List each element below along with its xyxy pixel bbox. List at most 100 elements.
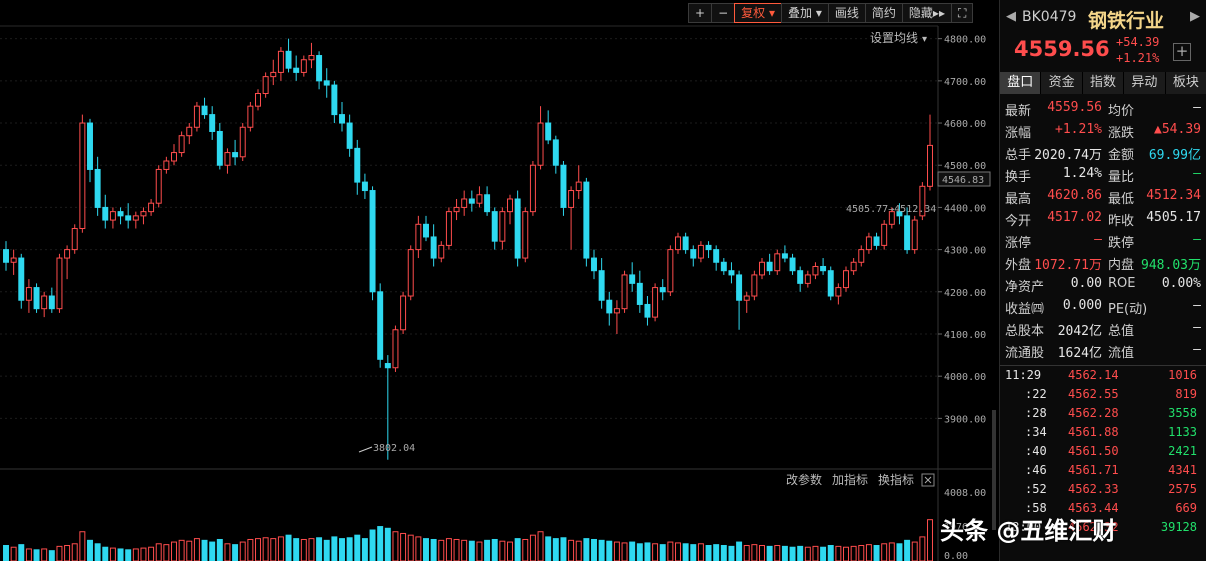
watermark: 头条 @五维汇财: [940, 517, 1117, 545]
tick-price: 4561.50: [1068, 444, 1119, 458]
hide-button[interactable]: 隐藏▸▸: [901, 3, 952, 23]
quote-row: 总股本 2042亿 总值 —: [1000, 320, 1206, 342]
adjust-dropdown[interactable]: 复权 ▾: [734, 3, 782, 23]
tick-price: 4562.32: [1068, 520, 1119, 534]
volume-bar: [193, 538, 200, 561]
fullscreen-icon[interactable]: ⛶: [950, 3, 974, 23]
volume-bar: [232, 544, 239, 561]
volume-bar: [621, 542, 628, 561]
tab-index[interactable]: 指数: [1082, 72, 1125, 94]
volume-bar: [720, 545, 727, 561]
board-name: 钢铁行业: [1088, 10, 1165, 32]
volume-bar: [552, 538, 559, 561]
volume-bar: [407, 534, 414, 561]
candle: [629, 262, 636, 292]
ma-setting-button[interactable]: 设置均线: [870, 31, 918, 45]
candle: [117, 207, 124, 225]
volume-bar: [339, 538, 345, 561]
close-indicator-icon[interactable]: [921, 473, 935, 487]
candle: [659, 279, 666, 301]
kline-chart[interactable]: 4800.00 4700.00 4600.00 4500.00 4400.00 4300.…: [0, 0, 996, 561]
simple-button[interactable]: 简约: [864, 3, 903, 23]
tick-row: 13:00 4562.32 39128: [1000, 520, 1206, 539]
price-tick-label: 4400.00: [944, 203, 986, 214]
volume-bar: [468, 540, 475, 561]
next-stock-icon[interactable]: ▶: [1190, 9, 1200, 24]
quote-label: 最低: [1108, 192, 1135, 207]
volume-bar: [109, 547, 116, 561]
volume-tick-label: 1976: [944, 522, 968, 533]
tick-row: :52 4562.33 2575: [1000, 482, 1206, 501]
candle: [568, 186, 575, 250]
volume-bar: [507, 541, 513, 561]
volume-bar: [461, 539, 468, 561]
volume-bar: [606, 540, 613, 561]
tick-price: 4562.33: [1068, 482, 1119, 496]
tab-funds[interactable]: 资金: [1041, 72, 1083, 94]
volume-bar: [255, 538, 261, 561]
tab-alerts[interactable]: 异动: [1124, 72, 1166, 94]
hide-label: 隐藏: [908, 6, 933, 20]
quote-label: PE(动): [1108, 302, 1148, 317]
candle: [430, 224, 437, 267]
tab-orderbook[interactable]: 盘口: [1000, 72, 1042, 94]
panel-tabs: 盘口 资金 指数 异动 板块: [1000, 72, 1206, 94]
candle: [224, 148, 231, 174]
candle: [339, 101, 345, 132]
prev-stock-icon[interactable]: ◀: [1006, 9, 1016, 24]
candle: [697, 241, 704, 263]
draw-button[interactable]: 画线: [827, 3, 866, 23]
tick-time: :52: [1025, 482, 1047, 496]
volume-bar: [201, 539, 208, 561]
candle: [461, 190, 468, 216]
candle: [3, 241, 9, 271]
modify-params-button[interactable]: 改参数: [786, 472, 822, 487]
tab-sectors[interactable]: 板块: [1165, 72, 1206, 94]
panel-collapse-handle[interactable]: [992, 410, 996, 530]
volume-bar: [644, 542, 651, 561]
volume-bar: [797, 545, 804, 561]
add-watchlist-icon[interactable]: +: [1173, 43, 1191, 61]
tick-price: 4561.88: [1068, 425, 1119, 439]
quote-row: 总手 2020.74万 金额 69.99亿: [1000, 144, 1206, 166]
zoom-out-button[interactable]: −: [711, 3, 736, 23]
candle: [728, 262, 735, 284]
candle: [346, 114, 353, 157]
volume-bar: [713, 544, 720, 561]
volume-bar: [919, 536, 926, 561]
candle: [552, 135, 559, 174]
volume-bar: [499, 540, 506, 561]
candle: [64, 245, 71, 280]
quote-label: 最高: [1005, 192, 1032, 207]
candle: [507, 194, 513, 225]
candle: [797, 266, 804, 292]
candle: [438, 241, 445, 263]
quote-value: ▲54.39: [1154, 122, 1201, 137]
volume-bar: [331, 536, 338, 561]
quote-label: 总值: [1108, 324, 1135, 339]
volume-bar: [346, 537, 353, 561]
quote-label: 外盘: [1005, 258, 1032, 273]
overlay-dropdown[interactable]: 叠加 ▾: [781, 3, 829, 23]
switch-indicator-button[interactable]: 换指标: [878, 472, 914, 487]
volume-bar: [652, 543, 659, 561]
candle: [522, 207, 529, 263]
ma-setting-dropdown-icon[interactable]: ▾: [922, 34, 927, 45]
hi-annotation: 4505.77→4512.34: [846, 204, 936, 215]
volume-bar: [697, 543, 704, 561]
volume-bar: [804, 546, 811, 561]
volume-bar: [369, 529, 376, 561]
candle: [751, 270, 758, 301]
chart-toolbar: + − 复权 ▾ 叠加 ▾ 画线 简约 隐藏▸▸ ⛶: [688, 3, 974, 23]
candle: [560, 161, 567, 216]
volume-bar: [400, 532, 407, 561]
candle: [102, 194, 109, 229]
tick-volume: 39128: [1160, 520, 1197, 534]
candle: [514, 190, 521, 267]
volume-bar: [71, 543, 78, 561]
volume-bar: [178, 539, 185, 561]
add-indicator-button[interactable]: 加指标: [832, 472, 868, 487]
candle: [132, 211, 139, 229]
zoom-in-button[interactable]: +: [688, 3, 713, 23]
volume-bar: [911, 541, 918, 561]
